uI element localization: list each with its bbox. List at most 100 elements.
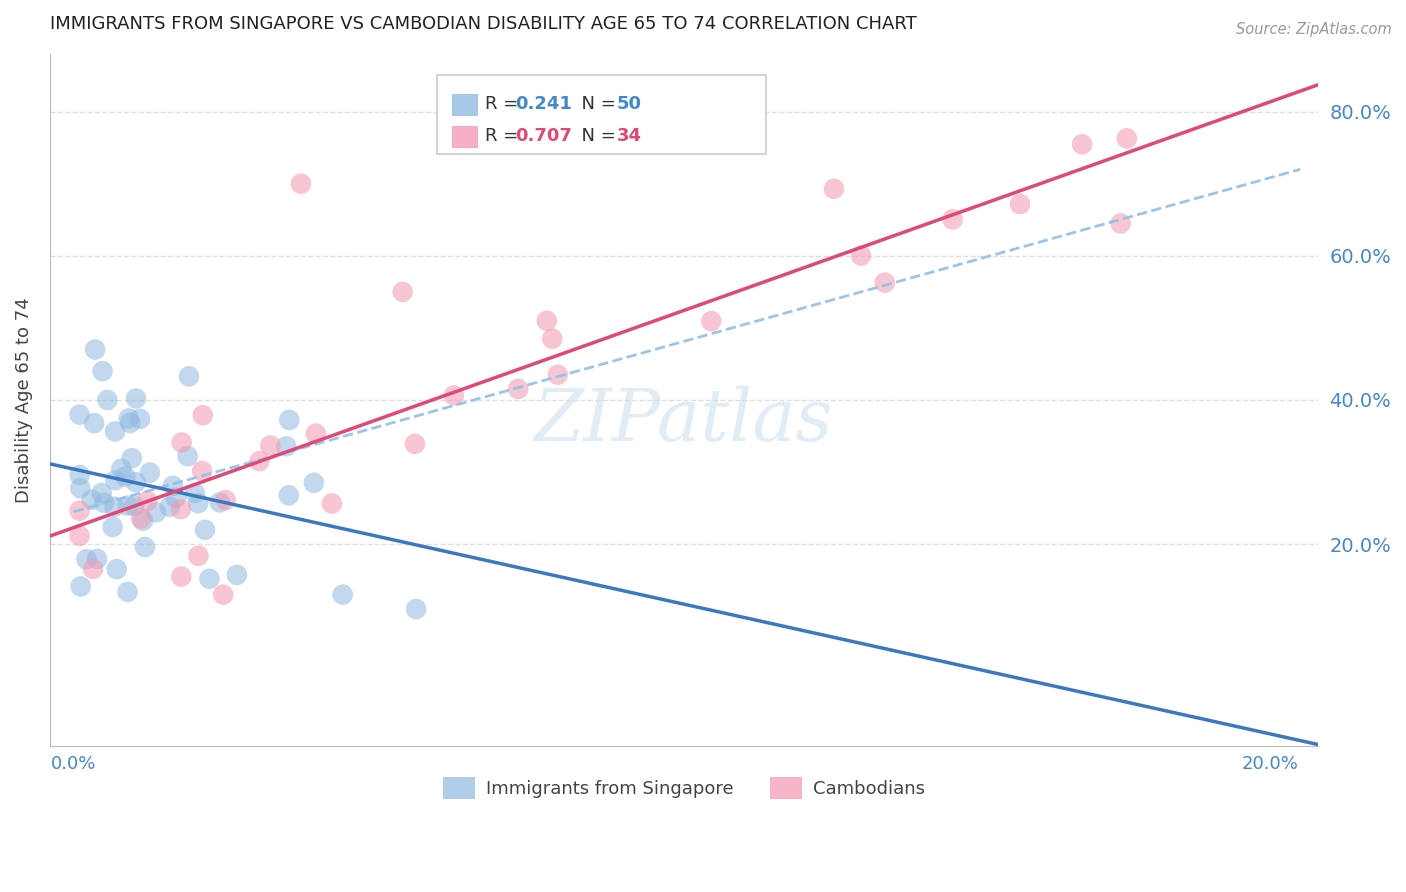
Point xyxy=(198,572,221,586)
Point xyxy=(69,408,91,422)
Point xyxy=(83,416,105,430)
Point xyxy=(122,499,145,513)
Point xyxy=(170,435,193,450)
Point xyxy=(536,314,558,328)
Text: 0.241: 0.241 xyxy=(515,95,572,112)
Point xyxy=(177,369,200,384)
Text: Source: ZipAtlas.com: Source: ZipAtlas.com xyxy=(1236,22,1392,37)
Legend: Immigrants from Singapore, Cambodians: Immigrants from Singapore, Cambodians xyxy=(436,770,932,806)
Point xyxy=(104,425,127,439)
Point xyxy=(139,466,162,480)
Text: 0.0%: 0.0% xyxy=(51,755,96,772)
Point xyxy=(184,486,207,500)
Bar xyxy=(451,126,477,146)
Point xyxy=(114,469,136,483)
Text: ZIPatlas: ZIPatlas xyxy=(534,385,834,456)
Point xyxy=(80,492,103,507)
Point xyxy=(170,502,193,516)
Point xyxy=(212,588,235,602)
Point xyxy=(391,285,413,299)
Point xyxy=(96,392,118,407)
Text: 34: 34 xyxy=(617,127,641,145)
Point xyxy=(69,481,91,495)
Point xyxy=(69,504,91,518)
Point xyxy=(69,579,91,593)
Point xyxy=(187,549,209,563)
Point xyxy=(321,497,343,511)
Point xyxy=(86,552,108,566)
Point xyxy=(547,368,569,382)
Point xyxy=(332,588,354,602)
Point xyxy=(162,479,184,493)
Point xyxy=(249,454,271,468)
Text: 0.707: 0.707 xyxy=(515,127,572,145)
Point xyxy=(305,426,328,441)
Point xyxy=(208,495,231,509)
Point xyxy=(103,500,125,514)
Text: N =: N = xyxy=(569,95,621,112)
Point xyxy=(91,364,114,378)
Point xyxy=(187,496,209,510)
Point xyxy=(226,567,249,582)
Text: 50: 50 xyxy=(617,95,641,112)
Point xyxy=(194,523,217,537)
Point xyxy=(823,182,845,196)
Point xyxy=(849,249,872,263)
Point xyxy=(129,511,152,525)
Point xyxy=(873,276,896,290)
Y-axis label: Disability Age 65 to 74: Disability Age 65 to 74 xyxy=(15,297,32,503)
Point xyxy=(159,500,181,514)
Point xyxy=(125,475,148,490)
Point xyxy=(443,388,465,402)
Text: IMMIGRANTS FROM SINGAPORE VS CAMBODIAN DISABILITY AGE 65 TO 74 CORRELATION CHART: IMMIGRANTS FROM SINGAPORE VS CAMBODIAN D… xyxy=(49,15,917,33)
Point xyxy=(145,505,167,519)
Point xyxy=(134,540,156,554)
Point xyxy=(215,492,238,507)
Point xyxy=(276,439,298,453)
Point xyxy=(93,496,115,510)
Text: R =: R = xyxy=(485,127,524,145)
Text: R =: R = xyxy=(485,95,524,112)
Point xyxy=(101,520,124,534)
Point xyxy=(1010,197,1032,211)
Text: N =: N = xyxy=(569,127,621,145)
FancyBboxPatch shape xyxy=(436,75,766,154)
Point xyxy=(405,602,427,616)
Point xyxy=(120,416,142,430)
Point xyxy=(176,449,198,463)
Point xyxy=(136,494,159,508)
Point xyxy=(290,177,312,191)
Point xyxy=(90,486,112,500)
Point xyxy=(82,562,104,576)
Point xyxy=(278,413,301,427)
Point xyxy=(277,488,299,502)
Point xyxy=(1109,216,1132,230)
Point xyxy=(942,212,965,227)
Point xyxy=(404,437,426,451)
Point xyxy=(125,392,148,406)
Point xyxy=(110,461,132,475)
Point xyxy=(75,552,97,566)
Point xyxy=(105,562,128,576)
Point xyxy=(117,585,139,599)
Point xyxy=(118,411,141,425)
Point xyxy=(129,412,152,426)
Text: 20.0%: 20.0% xyxy=(1241,755,1299,772)
Point xyxy=(541,332,564,346)
Point xyxy=(302,475,325,490)
Point xyxy=(104,473,127,487)
Point xyxy=(259,438,281,452)
Point xyxy=(132,514,155,528)
Point xyxy=(191,464,214,478)
Point xyxy=(508,382,530,396)
Point xyxy=(165,491,187,505)
Bar xyxy=(451,95,477,115)
Point xyxy=(84,343,107,357)
Point xyxy=(117,499,139,513)
Point xyxy=(191,408,214,422)
Point xyxy=(69,468,91,483)
Point xyxy=(121,451,143,466)
Point xyxy=(170,569,193,583)
Point xyxy=(69,529,91,543)
Point xyxy=(700,314,723,328)
